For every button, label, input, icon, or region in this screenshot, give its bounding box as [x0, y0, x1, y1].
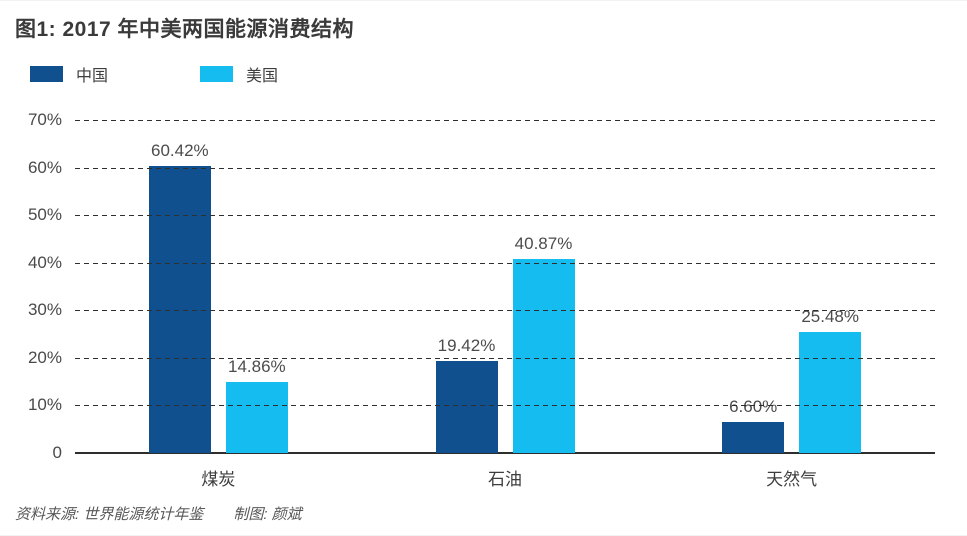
gridline [75, 167, 935, 169]
legend-swatch-icon [200, 66, 233, 82]
credit-label: 制图: 颜斌 [233, 506, 302, 523]
x-axis-line [75, 452, 935, 454]
bar-中国-煤炭: 60.42% [148, 141, 211, 453]
bar-group-1: 60.42% 14.86% [75, 120, 362, 453]
legend: 中国 美国 [30, 62, 370, 86]
y-tick-label: 60% [27, 157, 62, 177]
bar-group-3: 6.60% 25.48% [648, 120, 935, 453]
bar-中国-天然气: 6.60% [722, 397, 785, 453]
source-label: 资料来源: 世界能源统计年鉴 [15, 506, 204, 523]
bar-value-label: 14.86% [227, 357, 286, 377]
bar-value-label: 40.87% [514, 233, 573, 253]
gridline [75, 262, 935, 264]
y-tick-label: 20% [27, 347, 62, 367]
legend-swatch-icon [30, 66, 63, 82]
legend-item: 中国 [30, 62, 200, 86]
x-axis-category-labels: 煤炭 石油 天然气 [75, 465, 935, 490]
y-tick-label: 30% [27, 300, 62, 320]
bar-美国-天然气: 25.48% [799, 307, 862, 453]
legend-item: 美国 [200, 62, 370, 86]
y-tick-label: 50% [27, 205, 62, 225]
bar-group-2: 19.42% 40.87% [362, 120, 649, 453]
gridline [75, 215, 935, 217]
bar-groups: 60.42% 14.86% 19.42% 40.87% 6.60% 25.48% [75, 120, 935, 453]
x-category-label: 天然气 [766, 470, 818, 489]
y-tick-label: 0 [52, 443, 62, 462]
bar-美国-煤炭: 14.86% [225, 357, 288, 453]
bar-value-label: 19.42% [437, 335, 496, 355]
gridline [75, 310, 935, 312]
bar-value-label: 6.60% [729, 396, 778, 416]
legend-label: 美国 [246, 68, 279, 85]
x-category-label: 石油 [488, 470, 522, 489]
bar-value-label: 25.48% [801, 306, 860, 326]
bar-美国-石油: 40.87% [512, 234, 575, 453]
bar-value-label: 60.42% [150, 140, 209, 160]
y-tick-label: 10% [27, 395, 62, 415]
plot-area: 60.42% 14.86% 19.42% 40.87% 6.60% 25.48% [75, 120, 935, 454]
gridline [75, 120, 935, 121]
gridline [75, 405, 935, 407]
x-category-label: 煤炭 [201, 470, 236, 489]
source-line: 资料来源: 世界能源统计年鉴 制图: 颜斌 [15, 503, 302, 524]
bar-中国-石油: 19.42% [435, 336, 498, 453]
legend-label: 中国 [76, 68, 109, 85]
gridline [75, 357, 935, 359]
y-tick-label: 70% [27, 110, 62, 129]
y-tick-label: 40% [27, 252, 62, 272]
chart-title: 图1: 2017 年中美两国能源消费结构 [15, 18, 355, 41]
